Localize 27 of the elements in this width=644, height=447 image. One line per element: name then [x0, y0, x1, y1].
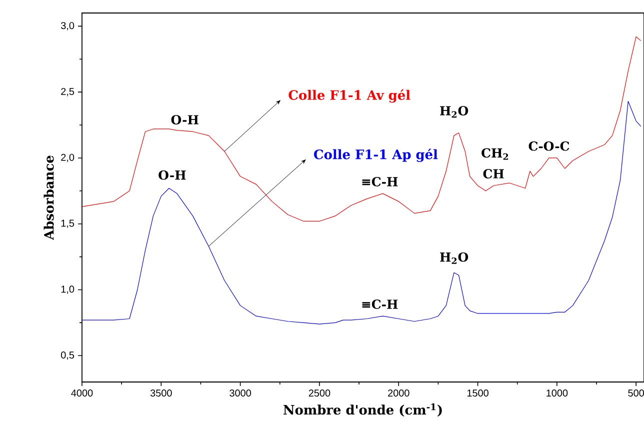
text: Colle F1-1 Av gél: [288, 89, 410, 103]
annotation: H$_{2}$O: [440, 252, 468, 264]
y-tick-label: 1,5: [61, 220, 74, 228]
x-tick-label: 3500: [150, 390, 172, 397]
y-tick-label: 2,5: [61, 88, 74, 96]
annotation: O-H: [171, 115, 198, 124]
text: Colle F1-1 Ap gél: [314, 148, 438, 162]
annotation: ≡C-H: [362, 300, 398, 309]
x-tick-label: 4000: [71, 390, 93, 397]
annotation: CH$_{2}$: [482, 148, 508, 160]
y-tick-label: 1,0: [61, 286, 74, 294]
x-tick-label: 2000: [388, 390, 410, 397]
x-tick-label: 2500: [308, 390, 330, 397]
x-tick-label: 1000: [546, 390, 568, 397]
y-axis-title: Absorbance: [44, 156, 54, 240]
x-tick-label: 500: [628, 390, 644, 397]
y-tick-label: 0,5: [61, 352, 74, 360]
x-axis-title: Nombre d'onde (cm$^{-1}$): [284, 403, 442, 416]
annotation: O-H: [158, 170, 186, 180]
y-tick-label: 2,0: [61, 154, 74, 162]
annotation: CH: [483, 169, 504, 178]
annotation: C-O-C: [528, 141, 570, 151]
annotation: H$_{2}$O: [440, 106, 468, 118]
y-tick-label: 3,0: [60, 22, 74, 30]
x-tick-label: 1500: [467, 390, 488, 397]
x-tick-label: 3000: [230, 390, 251, 397]
annotation: ≡C-H: [362, 176, 398, 186]
